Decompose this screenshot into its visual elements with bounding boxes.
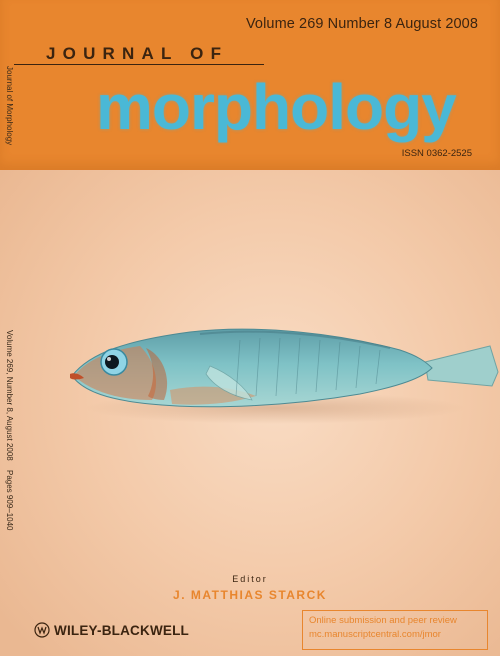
- fish-pectoral-fin: [205, 365, 253, 401]
- manuscript-central-url[interactable]: mc.manuscriptcentral.com/jmor: [309, 629, 441, 640]
- spine-pages: Pages 909–1040: [5, 470, 14, 531]
- header-rule: [14, 64, 264, 65]
- spine-strip: Journal of Morphology Volume 269, Number…: [0, 0, 28, 656]
- spine-issue: Volume 269, Number 8, August 2008: [5, 330, 14, 461]
- fish-eye-pupil: [105, 355, 119, 369]
- fish-gill-patch: [146, 348, 168, 400]
- online-submission-box: Online submission and peer review mc.man…: [302, 610, 488, 650]
- journal-of-label: JOURNAL OF: [46, 44, 229, 63]
- volume-line: Volume 269 Number 8 August 2008: [245, 16, 478, 32]
- journal-title: morphology: [96, 71, 457, 143]
- editor-label: Editor: [232, 574, 268, 584]
- cover-header: [0, 0, 500, 170]
- fish-mouth: [70, 373, 84, 380]
- stickleback-fish-image: [70, 328, 499, 424]
- wiley-crest-icon: [34, 622, 50, 638]
- publisher-logo: WILEY-BLACKWELL: [34, 622, 189, 638]
- fish-tail: [424, 345, 499, 387]
- spine-journal-name: Journal of Morphology: [5, 66, 14, 146]
- fish-lateral-plates: [235, 337, 381, 397]
- fish-dorsal-ridge: [199, 330, 391, 349]
- online-submission-text: Online submission and peer review: [309, 615, 457, 626]
- issn: ISSN 0362-2525: [401, 148, 472, 159]
- editor-name: J. MATTHIAS STARCK: [173, 588, 327, 602]
- publisher-name: WILEY-BLACKWELL: [54, 622, 189, 638]
- fish-eye-highlight: [107, 357, 111, 361]
